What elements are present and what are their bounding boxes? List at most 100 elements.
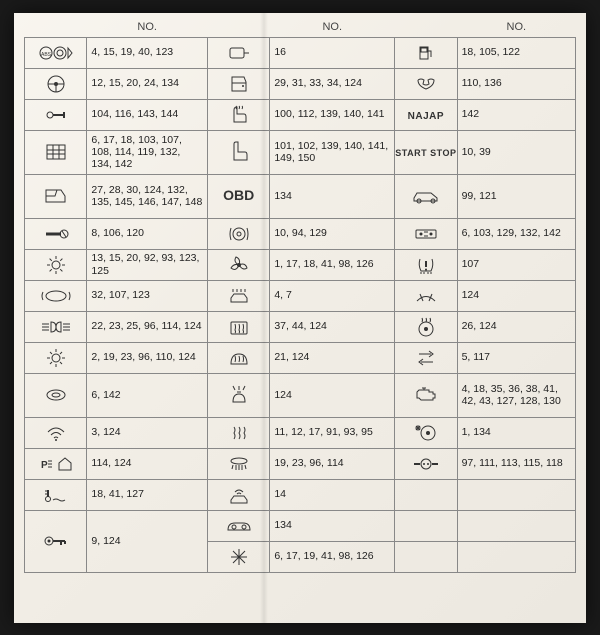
cell: 124 — [270, 373, 395, 417]
wiper-icon — [395, 280, 457, 311]
tire-icon — [25, 373, 87, 417]
cell: 97, 111, 113, 115, 118 — [457, 448, 575, 479]
snowflake-icon — [207, 541, 269, 572]
cell: 5, 117 — [457, 342, 575, 373]
cell: 32, 107, 123 — [87, 280, 208, 311]
heat-waves-icon — [207, 417, 269, 448]
svg-text:ABS: ABS — [41, 52, 52, 58]
brake-disc-icon — [207, 218, 269, 249]
index-table: NO. NO. NO. ABS 4, 15, 19, 40, 123 16 18… — [24, 19, 576, 573]
start-stop-label: START STOP — [395, 130, 457, 174]
col-header-3: NO. — [457, 19, 575, 38]
col-header-2: NO. — [270, 19, 395, 38]
cell: 134 — [270, 510, 395, 541]
svg-text:P: P — [41, 460, 48, 471]
cell: 6, 17, 19, 41, 98, 126 — [270, 541, 395, 572]
cell: 19, 23, 96, 114 — [270, 448, 395, 479]
cell: 12, 15, 20, 24, 134 — [87, 68, 208, 99]
fuel-pump-icon — [395, 37, 457, 68]
cell: 16 — [270, 37, 395, 68]
wrench-icon — [25, 218, 87, 249]
temperature-icon — [25, 479, 87, 510]
washer-fluid-icon — [207, 373, 269, 417]
front-defrost-icon — [207, 342, 269, 373]
cell: 2, 19, 23, 96, 110, 124 — [87, 342, 208, 373]
car-top-sensors-icon — [25, 280, 87, 311]
cell: 10, 94, 129 — [270, 218, 395, 249]
car-wash-icon — [207, 280, 269, 311]
cell: 6, 142 — [87, 373, 208, 417]
cell: 101, 102, 139, 140, 141, 149, 150 — [270, 130, 395, 174]
steering-assist-icon — [395, 417, 457, 448]
cell: 4, 15, 19, 40, 123 — [87, 37, 208, 68]
cell: 27, 28, 30, 124, 132, 135, 145, 146, 147… — [87, 174, 208, 218]
cell: 4, 18, 35, 36, 38, 41, 42, 43, 127, 128,… — [457, 373, 575, 417]
cell: 110, 136 — [457, 68, 575, 99]
cell — [457, 510, 575, 541]
interior-light-icon — [207, 448, 269, 479]
engine-icon — [395, 373, 457, 417]
cell: 6, 103, 129, 132, 142 — [457, 218, 575, 249]
cell: 1, 17, 18, 41, 98, 126 — [270, 249, 395, 280]
cell — [457, 541, 575, 572]
transfer-icon — [395, 342, 457, 373]
trailer-hitch-icon — [25, 99, 87, 130]
socket-icon — [395, 448, 457, 479]
cell: 8, 106, 120 — [87, 218, 208, 249]
phone-icon — [395, 68, 457, 99]
light-sun-icon — [25, 342, 87, 373]
cell: 10, 39 — [457, 130, 575, 174]
fuse-box-icon — [25, 130, 87, 174]
car-profile-icon — [395, 174, 457, 218]
abs-brake-icon: ABS — [25, 37, 87, 68]
fan-icon — [207, 249, 269, 280]
headlight-both-icon — [25, 311, 87, 342]
cell: 114, 124 — [87, 448, 208, 479]
cell: 14 — [270, 479, 395, 510]
reference-sheet: NO. NO. NO. ABS 4, 15, 19, 40, 123 16 18… — [14, 13, 586, 623]
seat-icon — [207, 130, 269, 174]
park-home-icon: P — [25, 448, 87, 479]
cell: 29, 31, 33, 34, 124 — [270, 68, 395, 99]
key-icon — [25, 510, 87, 572]
steering-wheel-icon — [25, 68, 87, 99]
blank-icon — [395, 479, 457, 510]
obd-label: OBD — [207, 174, 269, 218]
cell: 124 — [457, 280, 575, 311]
car-alarm-icon — [207, 479, 269, 510]
cell: 107 — [457, 249, 575, 280]
heated-steering-icon — [395, 311, 457, 342]
cell: 18, 105, 122 — [457, 37, 575, 68]
cell: 26, 124 — [457, 311, 575, 342]
mirror-icon — [207, 37, 269, 68]
cell: 4, 7 — [270, 280, 395, 311]
cell: 134 — [270, 174, 395, 218]
cell: 100, 112, 139, 140, 141 — [270, 99, 395, 130]
najap-label: NAJAP — [395, 99, 457, 130]
gear-icon — [25, 249, 87, 280]
cell: 9, 124 — [87, 510, 208, 572]
radio-icon — [395, 218, 457, 249]
blank-icon — [395, 510, 457, 541]
seat-heater-icon — [207, 99, 269, 130]
cell: 6, 17, 18, 103, 107, 108, 114, 119, 132,… — [87, 130, 208, 174]
tpms-icon — [395, 249, 457, 280]
cell — [457, 479, 575, 510]
cell: 18, 41, 127 — [87, 479, 208, 510]
cell: 13, 15, 20, 92, 93, 123, 125 — [87, 249, 208, 280]
cell: 104, 116, 143, 144 — [87, 99, 208, 130]
cell: 21, 124 — [270, 342, 395, 373]
rear-defrost-icon — [207, 311, 269, 342]
wifi-icon — [25, 417, 87, 448]
cluster-icon — [207, 510, 269, 541]
blank-icon — [395, 541, 457, 572]
col-header-1: NO. — [87, 19, 208, 38]
cell: 11, 12, 17, 91, 93, 95 — [270, 417, 395, 448]
cell: 142 — [457, 99, 575, 130]
cell: 1, 134 — [457, 417, 575, 448]
door-icon — [207, 68, 269, 99]
cell: 3, 124 — [87, 417, 208, 448]
cell: 37, 44, 124 — [270, 311, 395, 342]
cell: 99, 121 — [457, 174, 575, 218]
cell: 22, 23, 25, 96, 114, 124 — [87, 311, 208, 342]
